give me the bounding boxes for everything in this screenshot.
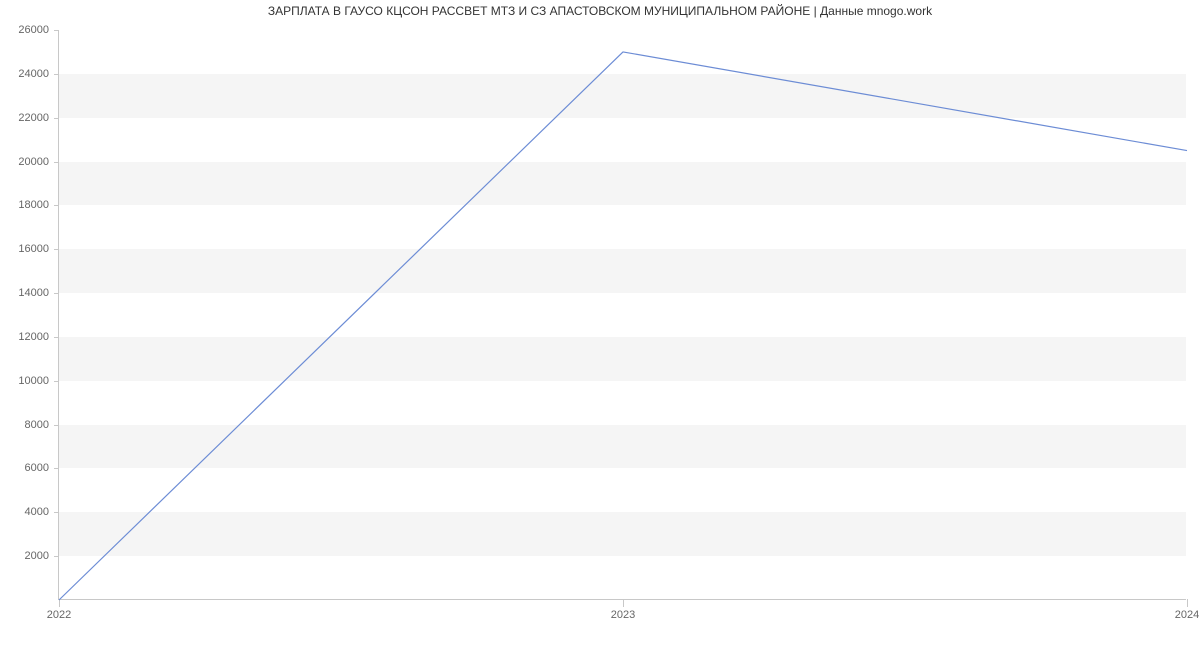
y-tick-label: 14000 [18, 287, 49, 299]
y-tick-label: 16000 [18, 243, 49, 255]
line-series [59, 30, 1187, 600]
y-tick-label: 10000 [18, 375, 49, 387]
salary-chart: ЗАРПЛАТА В ГАУСО КЦСОН РАССВЕТ МТЗ И СЗ … [0, 0, 1200, 650]
y-tick-label: 24000 [18, 68, 49, 80]
chart-title: ЗАРПЛАТА В ГАУСО КЦСОН РАССВЕТ МТЗ И СЗ … [0, 4, 1200, 18]
x-tick-mark [623, 599, 624, 607]
series-line [59, 52, 1187, 600]
y-tick-label: 20000 [18, 156, 49, 168]
x-tick-label: 2023 [611, 609, 635, 621]
plot-area: 2000400060008000100001200014000160001800… [58, 30, 1186, 600]
x-tick-label: 2024 [1175, 609, 1199, 621]
y-tick-label: 18000 [18, 199, 49, 211]
y-tick-label: 22000 [18, 112, 49, 124]
y-tick-label: 6000 [25, 462, 49, 474]
y-tick-label: 8000 [25, 419, 49, 431]
x-tick-label: 2022 [47, 609, 71, 621]
x-tick-mark [1187, 599, 1188, 607]
y-tick-label: 4000 [25, 506, 49, 518]
y-tick-label: 26000 [18, 24, 49, 36]
y-tick-label: 12000 [18, 331, 49, 343]
y-tick-label: 2000 [25, 550, 49, 562]
